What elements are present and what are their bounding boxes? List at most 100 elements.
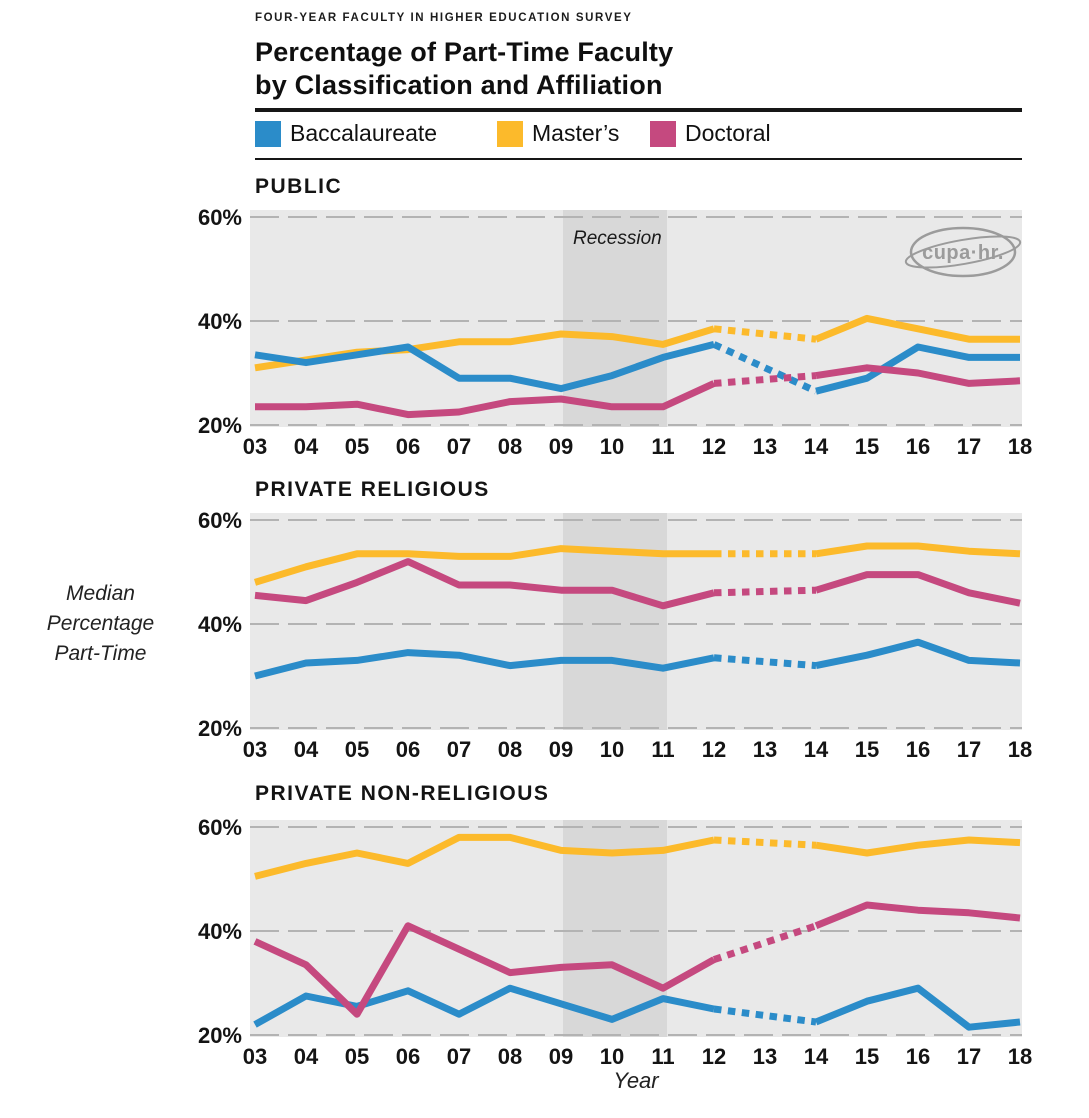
x-tick-label: 14 [804, 737, 829, 762]
x-tick-label: 03 [243, 737, 267, 762]
x-tick-label: 17 [957, 1044, 981, 1069]
line-segment-solid [814, 984, 1021, 1031]
panel-public: 60% 40% 20%03 04 05 06 07 08 09 10 11 12 13 14 15 16 17 1… [198, 205, 1032, 459]
survey-kicker: FOUR-YEAR FACULTY IN HIGHER EDUCATION SU… [255, 12, 633, 24]
x-tick-label: 15 [855, 434, 879, 459]
x-tick-label: 14 [804, 434, 829, 459]
y-tick-label: 20% [198, 716, 242, 741]
x-tick-label: 04 [294, 737, 319, 762]
x-tick-label: 14 [804, 1044, 829, 1069]
x-tick-label: 16 [906, 1044, 930, 1069]
legend-swatch-baccalaureate [255, 120, 281, 147]
x-tick-label: 18 [1008, 434, 1032, 459]
recession-band [563, 210, 667, 427]
line-segment-dashed [713, 372, 817, 387]
logo-swoosh [904, 235, 1022, 269]
y-axis-label-line3: Part-Time [54, 642, 147, 665]
x-tick-label: 16 [906, 737, 930, 762]
line-segment-solid [815, 638, 1021, 670]
y-tick-label: 40% [198, 919, 242, 944]
line-segment-solid [815, 343, 1020, 395]
x-tick-label: 11 [651, 434, 674, 459]
line-segment-dashed [713, 654, 817, 670]
page-title-line1: Percentage of Part-Time Faculty [255, 37, 674, 67]
legend-label-doctoral: Doctoral [685, 120, 771, 146]
legend-label-baccalaureate: Baccalaureate [290, 120, 438, 146]
x-tick-label: 03 [243, 1044, 267, 1069]
logo-oval [909, 226, 1017, 278]
legend-divider [255, 158, 1022, 160]
line-segment-solid [253, 545, 714, 586]
x-tick-label: 10 [600, 434, 624, 459]
x-tick-label: 11 [651, 737, 674, 762]
x-tick-label: 03 [243, 434, 267, 459]
line-segment-solid [815, 836, 1021, 857]
panel-title-private-religious: PRIVATE RELIGIOUS [255, 478, 490, 501]
x-tick-label: 08 [498, 1044, 522, 1069]
logo-text: cupa·hr. [922, 242, 1004, 264]
y-tick-label: 40% [198, 612, 242, 637]
x-tick-label: 10 [600, 737, 624, 762]
line-segment-solid [815, 542, 1021, 558]
line-segment-solid [814, 571, 1021, 607]
x-tick-label: 09 [549, 434, 573, 459]
legend-swatch-doctoral [650, 120, 676, 147]
y-tick-label: 20% [198, 1023, 242, 1048]
line-doctoral [254, 558, 1021, 610]
x-tick-label: 04 [294, 1044, 319, 1069]
line-segment-solid [815, 364, 1021, 387]
x-tick-label: 12 [702, 1044, 726, 1069]
x-tick-label: 07 [447, 737, 471, 762]
panel-title-public: PUBLIC [255, 175, 343, 198]
x-axis-label: Year [613, 1068, 659, 1093]
x-tick-label: 04 [294, 434, 319, 459]
x-tick-label: 15 [855, 1044, 879, 1069]
x-tick-label: 07 [447, 434, 471, 459]
line-master-s [254, 833, 1021, 880]
y-tick-label: 60% [198, 815, 242, 840]
x-tick-label: 17 [957, 434, 981, 459]
line-segment-solid [254, 558, 715, 610]
x-tick-label: 13 [753, 1044, 777, 1069]
y-tick-label: 20% [198, 413, 242, 438]
x-tick-label: 12 [702, 737, 726, 762]
y-axis-label-line1: Median [66, 582, 135, 605]
line-segment-solid [254, 649, 715, 680]
line-segment-dashed [713, 586, 817, 597]
y-tick-label: 60% [198, 205, 242, 230]
y-axis-label: Median Percentage Part-Time [28, 579, 173, 669]
line-segment-solid [814, 314, 1020, 343]
line-segment-solid [255, 380, 716, 419]
line-baccalaureate [254, 638, 1021, 680]
x-tick-label: 15 [855, 737, 879, 762]
legend-label-masters: Master’s [532, 120, 620, 146]
line-segment-solid [253, 984, 715, 1028]
x-tick-label: 13 [753, 434, 777, 459]
x-tick-label: 06 [396, 737, 420, 762]
page-title-line2: by Classification and Affiliation [255, 70, 663, 100]
y-axis-label-line2: Percentage [46, 612, 155, 635]
x-tick-label: 09 [549, 1044, 573, 1069]
x-tick-label: 09 [549, 737, 573, 762]
x-tick-label: 11 [651, 1044, 674, 1069]
x-tick-label: 18 [1008, 1044, 1032, 1069]
legend-item-baccalaureate: Baccalaureate [255, 120, 437, 147]
y-tick-label: 40% [198, 309, 242, 334]
x-tick-label: 06 [396, 434, 420, 459]
x-tick-label: 18 [1008, 737, 1032, 762]
x-tick-label: 07 [447, 1044, 471, 1069]
x-tick-label: 16 [906, 434, 930, 459]
x-tick-label: 12 [702, 434, 726, 459]
legend-item-doctoral: Doctoral [650, 120, 771, 147]
recession-label: Recession [573, 228, 662, 249]
panel-title-private-non-religious: PRIVATE NON-RELIGIOUS [255, 782, 550, 805]
x-tick-label: 05 [345, 1044, 369, 1069]
recession-band [563, 513, 667, 730]
y-tick-label: 60% [198, 508, 242, 533]
line-segment-dashed [713, 1005, 817, 1026]
x-tick-label: 05 [345, 434, 369, 459]
x-tick-label: 10 [600, 1044, 624, 1069]
line-segment-solid [814, 901, 1021, 930]
line-segment-solid [254, 833, 715, 880]
line-segment-dashed [712, 341, 818, 395]
